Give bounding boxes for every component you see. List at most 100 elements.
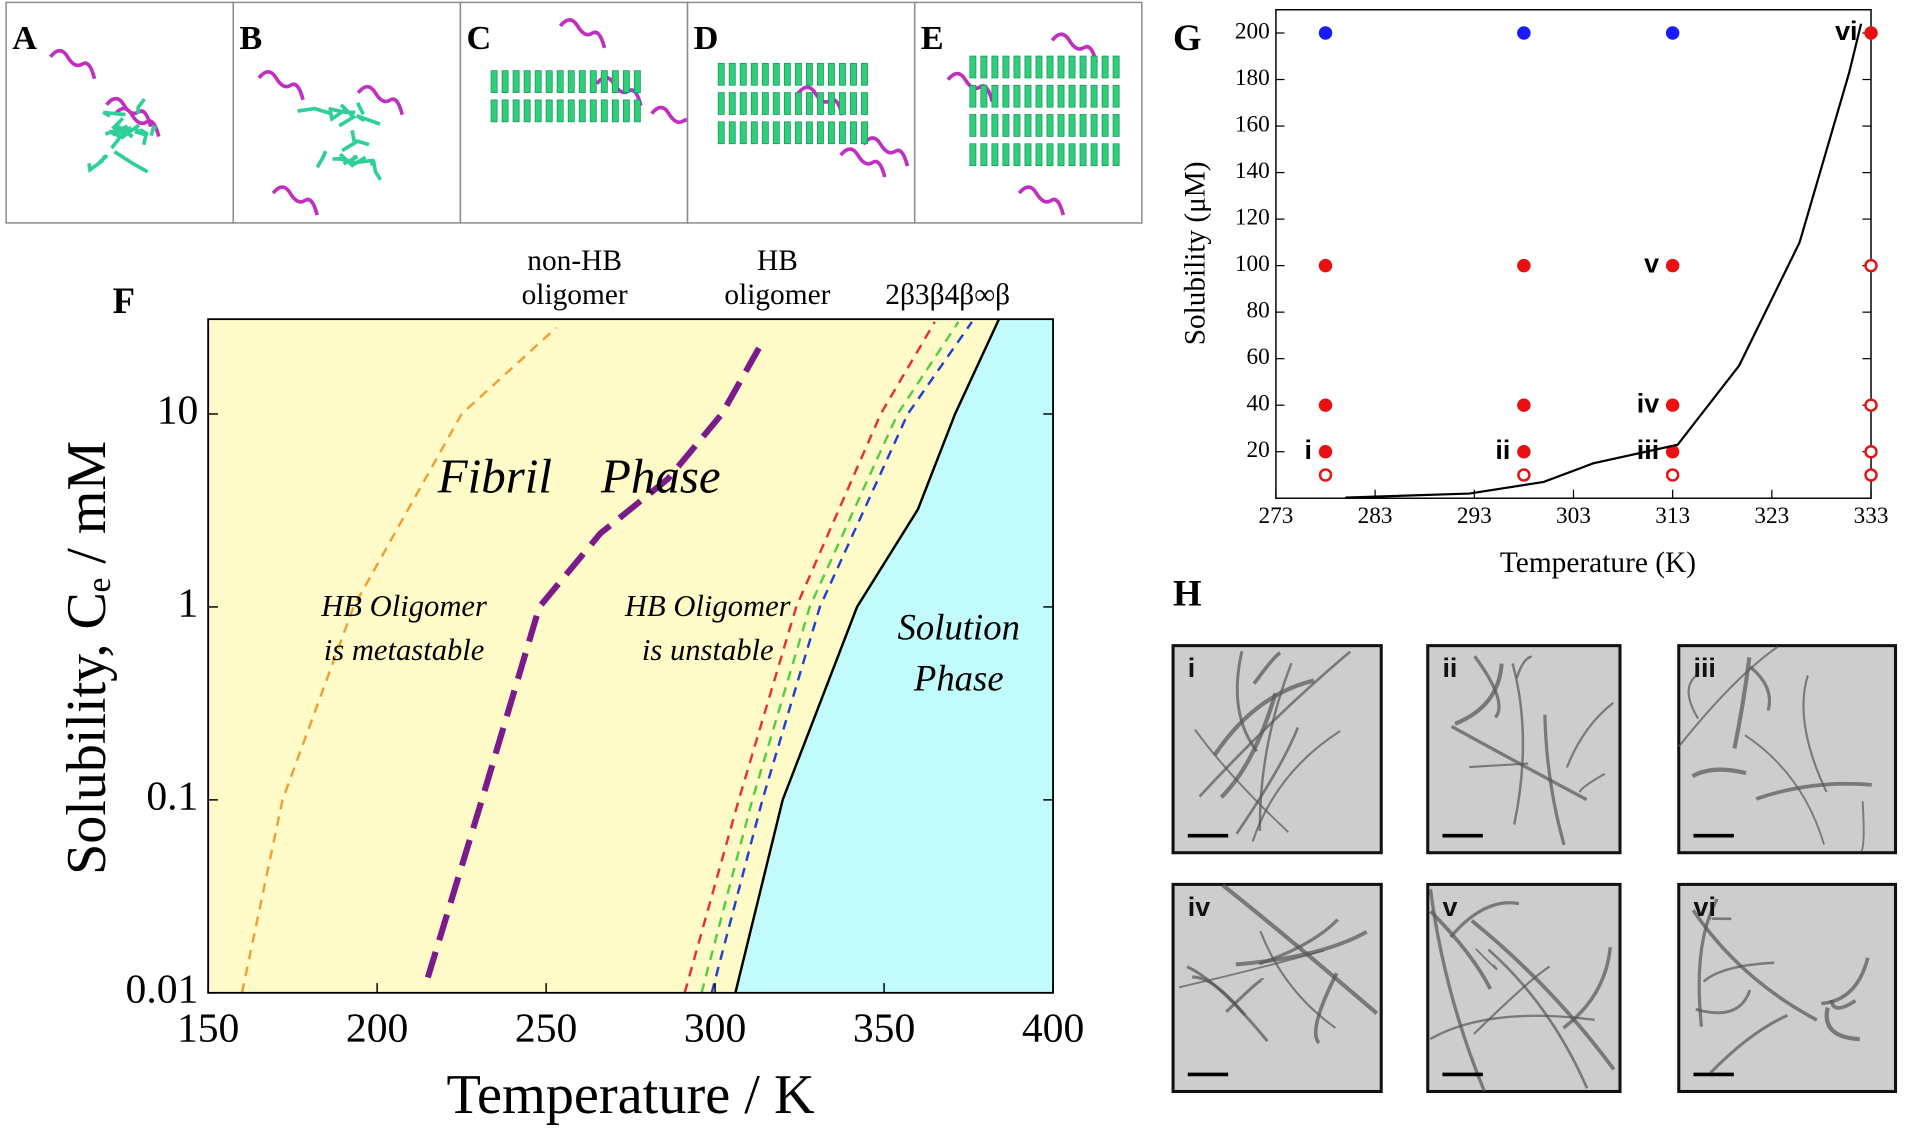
beta-strand	[512, 70, 520, 93]
point-label: v	[1644, 249, 1659, 279]
beta-strand	[545, 99, 553, 123]
x-tick-label: 293	[1457, 503, 1492, 529]
beta-strand	[589, 70, 597, 93]
fibril	[1515, 655, 1532, 679]
fibril	[1748, 665, 1771, 711]
x-tick-label: 323	[1754, 503, 1789, 529]
beta-strand	[850, 62, 857, 86]
beta-strand	[794, 92, 802, 115]
fibril	[1470, 919, 1616, 1071]
y-tick-label: 160	[1235, 111, 1270, 137]
micrograph-label: v	[1442, 892, 1457, 922]
beta-strand	[816, 62, 824, 86]
beta-strand	[1035, 143, 1043, 167]
beta-strand	[750, 121, 758, 145]
beta-strand	[556, 99, 564, 123]
beta-strand	[805, 62, 813, 86]
beta-strand	[1046, 84, 1054, 108]
fibril	[1511, 663, 1525, 825]
beta-strand	[717, 92, 725, 115]
peptide-strand	[297, 106, 331, 116]
beta-strand	[1101, 114, 1109, 137]
data-point	[1864, 468, 1878, 482]
beta-strand	[611, 70, 619, 93]
beta-strand	[1079, 143, 1087, 167]
x-tick-label: 150	[177, 1004, 239, 1050]
series-line	[240, 326, 558, 993]
x-tick-label: 200	[346, 1004, 408, 1050]
beta-strand	[805, 92, 813, 115]
data-point	[1517, 398, 1531, 412]
panel-label: C	[467, 20, 492, 57]
series-line	[700, 321, 960, 993]
point-label: ii	[1495, 435, 1510, 465]
series-label: non-HB oligomer	[522, 245, 628, 311]
beta-strand	[534, 70, 542, 93]
peptide-strand	[113, 150, 149, 174]
panel-label: H	[1173, 572, 1202, 613]
beta-strand	[1035, 55, 1043, 79]
panel-label: F	[113, 280, 135, 321]
beta-strand	[739, 62, 747, 86]
beta-strand	[611, 99, 619, 123]
beta-strand	[1090, 114, 1098, 137]
beta-strand	[969, 84, 977, 108]
data-point	[1318, 398, 1333, 412]
beta-strand	[839, 92, 846, 115]
y-tick-label: 60	[1247, 344, 1270, 370]
peptide-coil	[271, 185, 319, 216]
beta-strand	[1112, 84, 1120, 108]
data-point	[1864, 26, 1878, 40]
beta-strand	[717, 62, 725, 86]
beta-strand	[1002, 55, 1010, 79]
peptide-strand	[110, 129, 123, 150]
beta-strand	[633, 70, 641, 93]
beta-strand	[828, 62, 835, 86]
peptide-strand	[332, 157, 356, 165]
fibril	[1473, 965, 1551, 1035]
beta-strand	[750, 62, 758, 86]
beta-strand	[578, 70, 586, 93]
beta-strand	[828, 121, 835, 145]
peptide-strand	[136, 97, 146, 114]
x-tick-label: 333	[1854, 503, 1889, 529]
beta-strand	[772, 62, 780, 86]
beta-strand	[1068, 84, 1076, 108]
beta-strand	[783, 62, 791, 86]
beta-strand	[1112, 143, 1120, 167]
x-tick-label: 400	[1022, 1004, 1084, 1050]
micrograph	[1677, 644, 1898, 855]
peptide-strand	[341, 139, 370, 153]
y-tick-label: 200	[1235, 18, 1270, 44]
beta-strand	[980, 55, 988, 79]
beta-strand	[578, 99, 586, 123]
structure-image	[459, 1, 689, 224]
fibril	[1702, 961, 1775, 983]
beta-strand	[739, 121, 747, 145]
x-axis-label: Temperature / K	[447, 1064, 815, 1126]
peptide-strand	[371, 159, 383, 181]
fibril	[1473, 655, 1501, 719]
series-label: HB oligomer	[724, 245, 830, 311]
beta-strand	[490, 70, 498, 93]
beta-strand	[761, 62, 769, 86]
peptide-strand	[356, 102, 365, 116]
beta-strand	[969, 143, 977, 167]
beta-strand	[728, 121, 736, 145]
y-tick-label: 20	[1247, 437, 1270, 463]
region-label: is unstable	[642, 633, 774, 667]
beta-strand	[622, 70, 630, 93]
beta-strand	[1024, 143, 1032, 167]
peptide-strand	[338, 103, 357, 128]
series-line	[710, 321, 973, 993]
beta-strand	[1068, 114, 1076, 137]
peptide-strand	[87, 158, 104, 174]
x-tick-label: 273	[1258, 503, 1293, 529]
beta-strand	[980, 114, 988, 137]
beta-strand	[1079, 84, 1087, 108]
beta-strand	[1090, 55, 1098, 79]
fibril	[1235, 930, 1368, 967]
beta-strand	[633, 99, 641, 123]
data-point	[1665, 468, 1680, 482]
beta-strand	[761, 121, 769, 145]
